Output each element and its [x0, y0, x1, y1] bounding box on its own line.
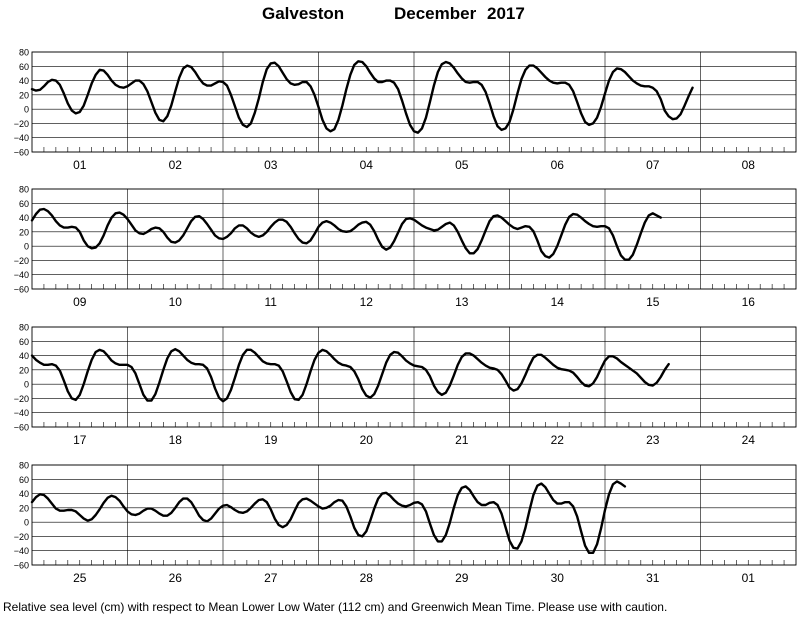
y-tick-label: −40 — [14, 133, 29, 143]
day-label: 24 — [742, 433, 756, 447]
day-label: 21 — [455, 433, 469, 447]
y-tick-label: 40 — [19, 76, 29, 86]
panel-2: 80 60 40 20 0 −20 −40 −60 09 10 11 12 13 14 15 16 — [14, 185, 797, 309]
y-tick-label: 60 — [19, 475, 29, 485]
day-label: 28 — [360, 571, 374, 585]
day-label: 08 — [742, 158, 756, 172]
y-tick-label: 60 — [19, 337, 29, 347]
y-tick-label: 20 — [19, 227, 29, 237]
y-tick-label: 80 — [19, 48, 29, 58]
day-label: 12 — [360, 295, 374, 309]
title-location: Galveston — [262, 4, 345, 23]
panel-frame — [31, 51, 797, 153]
y-tick-label: −20 — [14, 119, 29, 129]
panel-4: 80 60 40 20 0 −20 −40 −60 25 26 27 28 29 30 31 01 — [14, 461, 797, 585]
y-tick-label: 20 — [19, 503, 29, 513]
day-label: 23 — [646, 433, 660, 447]
y-tick-label: 0 — [24, 518, 29, 528]
day-label: 02 — [169, 158, 183, 172]
day-label: 22 — [551, 433, 565, 447]
day-label: 05 — [455, 158, 469, 172]
y-tick-label: −20 — [14, 532, 29, 542]
title-year: 2017 — [487, 4, 525, 23]
panel-frame — [31, 326, 797, 428]
y-tick-label: −20 — [14, 394, 29, 404]
tide-curve — [30, 207, 662, 261]
day-label: 14 — [551, 295, 565, 309]
tide-curve — [30, 480, 627, 555]
y-tick-label: −60 — [14, 423, 29, 433]
panel-1: 80 60 40 20 0 −20 −40 −60 01 02 03 04 05 06 07 08 — [14, 48, 797, 172]
day-label: 16 — [742, 295, 756, 309]
day-label: 29 — [455, 571, 469, 585]
y-tick-label: −20 — [14, 256, 29, 266]
day-label: 01 — [742, 571, 756, 585]
day-label: 15 — [646, 295, 660, 309]
y-tick-label: 20 — [19, 90, 29, 100]
y-tick-label: 80 — [19, 185, 29, 195]
panel-3: 80 60 40 20 0 −20 −40 −60 17 18 19 20 21 22 23 24 — [14, 323, 797, 447]
day-label: 17 — [73, 433, 87, 447]
tide-curve — [30, 60, 694, 134]
day-label: 09 — [73, 295, 87, 309]
y-tick-label: 0 — [24, 105, 29, 115]
y-tick-label: 60 — [19, 199, 29, 209]
day-label: 06 — [551, 158, 565, 172]
day-label: 13 — [455, 295, 469, 309]
panel-frame — [31, 188, 797, 290]
y-tick-label: −40 — [14, 270, 29, 280]
panel-frame — [31, 464, 797, 566]
day-label: 31 — [646, 571, 660, 585]
y-tick-label: 0 — [24, 242, 29, 252]
day-label: 03 — [264, 158, 278, 172]
y-tick-label: −60 — [14, 148, 29, 158]
day-label: 04 — [360, 158, 374, 172]
y-tick-label: 0 — [24, 380, 29, 390]
day-label: 19 — [264, 433, 278, 447]
day-label: 25 — [73, 571, 87, 585]
day-label: 20 — [360, 433, 374, 447]
footer-note: Relative sea level (cm) with respect to … — [3, 600, 668, 614]
y-tick-label: −40 — [14, 408, 29, 418]
y-tick-label: −40 — [14, 546, 29, 556]
y-tick-label: 40 — [19, 351, 29, 361]
day-label: 07 — [646, 158, 660, 172]
day-label: 27 — [264, 571, 278, 585]
y-tick-label: 20 — [19, 365, 29, 375]
y-tick-label: 80 — [19, 323, 29, 333]
y-tick-label: −60 — [14, 285, 29, 295]
title-month: December — [394, 4, 477, 23]
y-tick-label: 60 — [19, 62, 29, 72]
y-tick-label: −60 — [14, 561, 29, 571]
y-tick-label: 40 — [19, 489, 29, 499]
day-label: 01 — [73, 158, 87, 172]
day-label: 26 — [169, 571, 183, 585]
tide-curve — [30, 347, 670, 403]
day-label: 11 — [265, 295, 278, 309]
day-label: 10 — [169, 295, 183, 309]
chart-title: Galveston December 2017 — [0, 4, 800, 28]
day-label: 18 — [169, 433, 183, 447]
day-label: 30 — [551, 571, 565, 585]
y-tick-label: 80 — [19, 461, 29, 471]
y-tick-label: 40 — [19, 213, 29, 223]
